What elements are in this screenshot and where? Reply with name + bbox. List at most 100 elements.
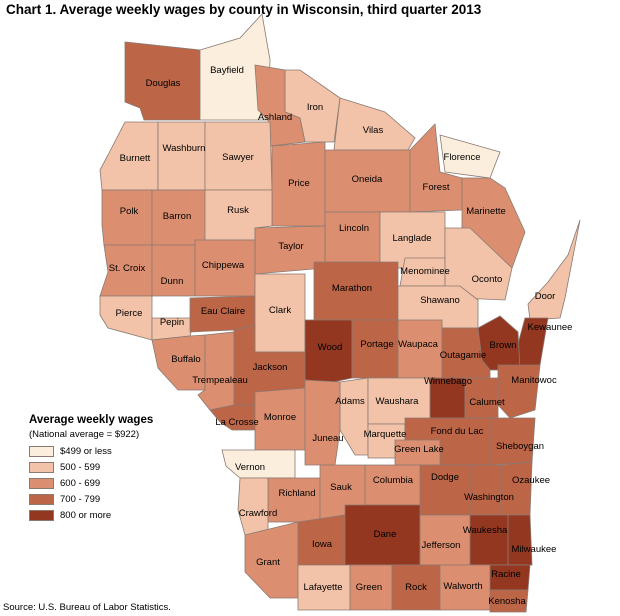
county-crawford	[237, 477, 269, 536]
legend-row: 800 or more	[29, 507, 153, 523]
county-label-jefferson: Jefferson	[422, 540, 461, 551]
county-label-vernon: Vernon	[235, 462, 265, 473]
county-label-menominee: Menominee	[400, 266, 450, 277]
legend-title: Average weekly wages	[29, 414, 154, 426]
county-label-green: Green	[356, 582, 382, 593]
legend-label: 600 - 699	[60, 477, 101, 489]
county-label-monroe: Monroe	[264, 412, 296, 423]
county-dunn	[151, 244, 196, 297]
county-label-barron: Barron	[163, 211, 192, 222]
county-label-st-croix: St. Croix	[109, 263, 146, 274]
county-label-taylor: Taylor	[278, 241, 303, 252]
county-label-sawyer: Sawyer	[222, 152, 254, 163]
legend-swatch	[29, 461, 54, 473]
county-label-portage: Portage	[360, 339, 393, 350]
county-label-forest: Forest	[423, 182, 450, 193]
county-label-dunn: Dunn	[161, 276, 184, 287]
county-label-chippewa: Chippewa	[202, 260, 245, 271]
county-label-waukesha: Waukesha	[463, 525, 508, 536]
county-label-la-crosse: La Crosse	[215, 417, 258, 428]
county-label-marinette: Marinette	[466, 206, 506, 217]
county-label-florence: Florence	[444, 152, 481, 163]
legend-swatch	[29, 445, 54, 457]
legend-swatch	[29, 477, 54, 489]
county-label-burnett: Burnett	[120, 153, 151, 164]
county-label-eau-claire: Eau Claire	[201, 306, 245, 317]
county-label-iron: Iron	[307, 102, 323, 113]
county-label-rock: Rock	[405, 582, 427, 593]
county-label-sauk: Sauk	[330, 482, 352, 493]
county-wood	[304, 319, 353, 389]
county-label-milwaukee: Milwaukee	[512, 544, 557, 555]
county-label-rusk: Rusk	[227, 205, 249, 216]
county-label-douglas: Douglas	[146, 78, 181, 89]
county-label-dane: Dane	[374, 529, 397, 540]
county-adams	[339, 377, 369, 456]
county-label-buffalo: Buffalo	[171, 354, 200, 365]
county-label-adams: Adams	[335, 396, 365, 407]
map-legend: Average weekly wages (National average =…	[29, 414, 153, 523]
county-label-washburn: Washburn	[163, 143, 206, 154]
county-waukesha	[469, 514, 509, 566]
county-label-brown: Brown	[490, 340, 517, 351]
county-label-marquette: Marquette	[364, 429, 407, 440]
county-label-langlade: Langlade	[392, 233, 431, 244]
county-label-columbia: Columbia	[373, 475, 414, 486]
county-washington	[469, 464, 501, 516]
county-washburn	[157, 121, 206, 191]
legend-label: 800 or more	[60, 509, 112, 521]
county-label-oconto: Oconto	[472, 274, 503, 285]
county-manitowoc	[497, 364, 541, 419]
county-juneau	[304, 379, 341, 466]
county-milwaukee	[507, 514, 533, 566]
chart-title: Chart 1. Average weekly wages by county …	[6, 2, 482, 17]
county-ozaukee	[499, 461, 533, 516]
county-label-richland: Richland	[279, 488, 316, 499]
county-label-green-lake: Green Lake	[394, 444, 444, 455]
county-label-sheboygan: Sheboygan	[496, 441, 544, 452]
legend-label: 500 - 599	[60, 461, 101, 473]
county-lincoln	[324, 211, 381, 263]
legend-swatch	[29, 509, 54, 521]
county-vilas	[333, 97, 416, 151]
legend-label: $499 or less	[60, 445, 112, 457]
legend-row: 700 - 799	[29, 491, 153, 507]
county-label-oneida: Oneida	[352, 174, 383, 185]
county-label-waushara: Waushara	[376, 396, 420, 407]
county-label-manitowoc: Manitowoc	[511, 375, 557, 386]
county-label-racine: Racine	[491, 569, 521, 580]
county-label-trempealeau: Trempealeau	[192, 375, 248, 386]
county-label-pierce: Pierce	[116, 308, 143, 319]
county-label-door: Door	[535, 291, 556, 302]
county-label-dodge: Dodge	[431, 472, 459, 483]
legend-row: 500 - 599	[29, 459, 153, 475]
county-label-bayfield: Bayfield	[210, 65, 244, 76]
county-label-ozaukee: Ozaukee	[512, 475, 550, 486]
county-pierce	[99, 295, 153, 341]
county-label-washington: Washington	[464, 492, 514, 503]
county-label-kewaunee: Kewaunee	[528, 322, 573, 333]
legend-row: $499 or less	[29, 443, 153, 459]
county-label-iowa: Iowa	[312, 539, 333, 550]
county-label-lafayette: Lafayette	[303, 582, 342, 593]
county-label-marathon: Marathon	[332, 283, 372, 294]
county-label-price: Price	[288, 178, 310, 189]
county-label-grant: Grant	[256, 557, 280, 568]
county-door	[527, 219, 581, 321]
legend-row: 600 - 699	[29, 475, 153, 491]
county-label-clark: Clark	[269, 305, 291, 316]
county-kenosha	[489, 589, 529, 613]
county-label-shawano: Shawano	[420, 295, 460, 306]
legend-swatch	[29, 493, 54, 505]
county-polk	[101, 189, 153, 246]
county-label-vilas: Vilas	[363, 125, 384, 136]
county-label-fond-du-lac: Fond du Lac	[431, 426, 484, 437]
county-ashland	[254, 64, 306, 147]
legend-subtitle: (National average = $922)	[29, 429, 140, 440]
county-grant	[244, 521, 299, 599]
county-label-wood: Wood	[318, 342, 343, 353]
county-bayfield	[199, 13, 271, 121]
county-label-kenosha: Kenosha	[488, 596, 526, 607]
county-label-winnebago: Winnebago	[424, 376, 472, 387]
